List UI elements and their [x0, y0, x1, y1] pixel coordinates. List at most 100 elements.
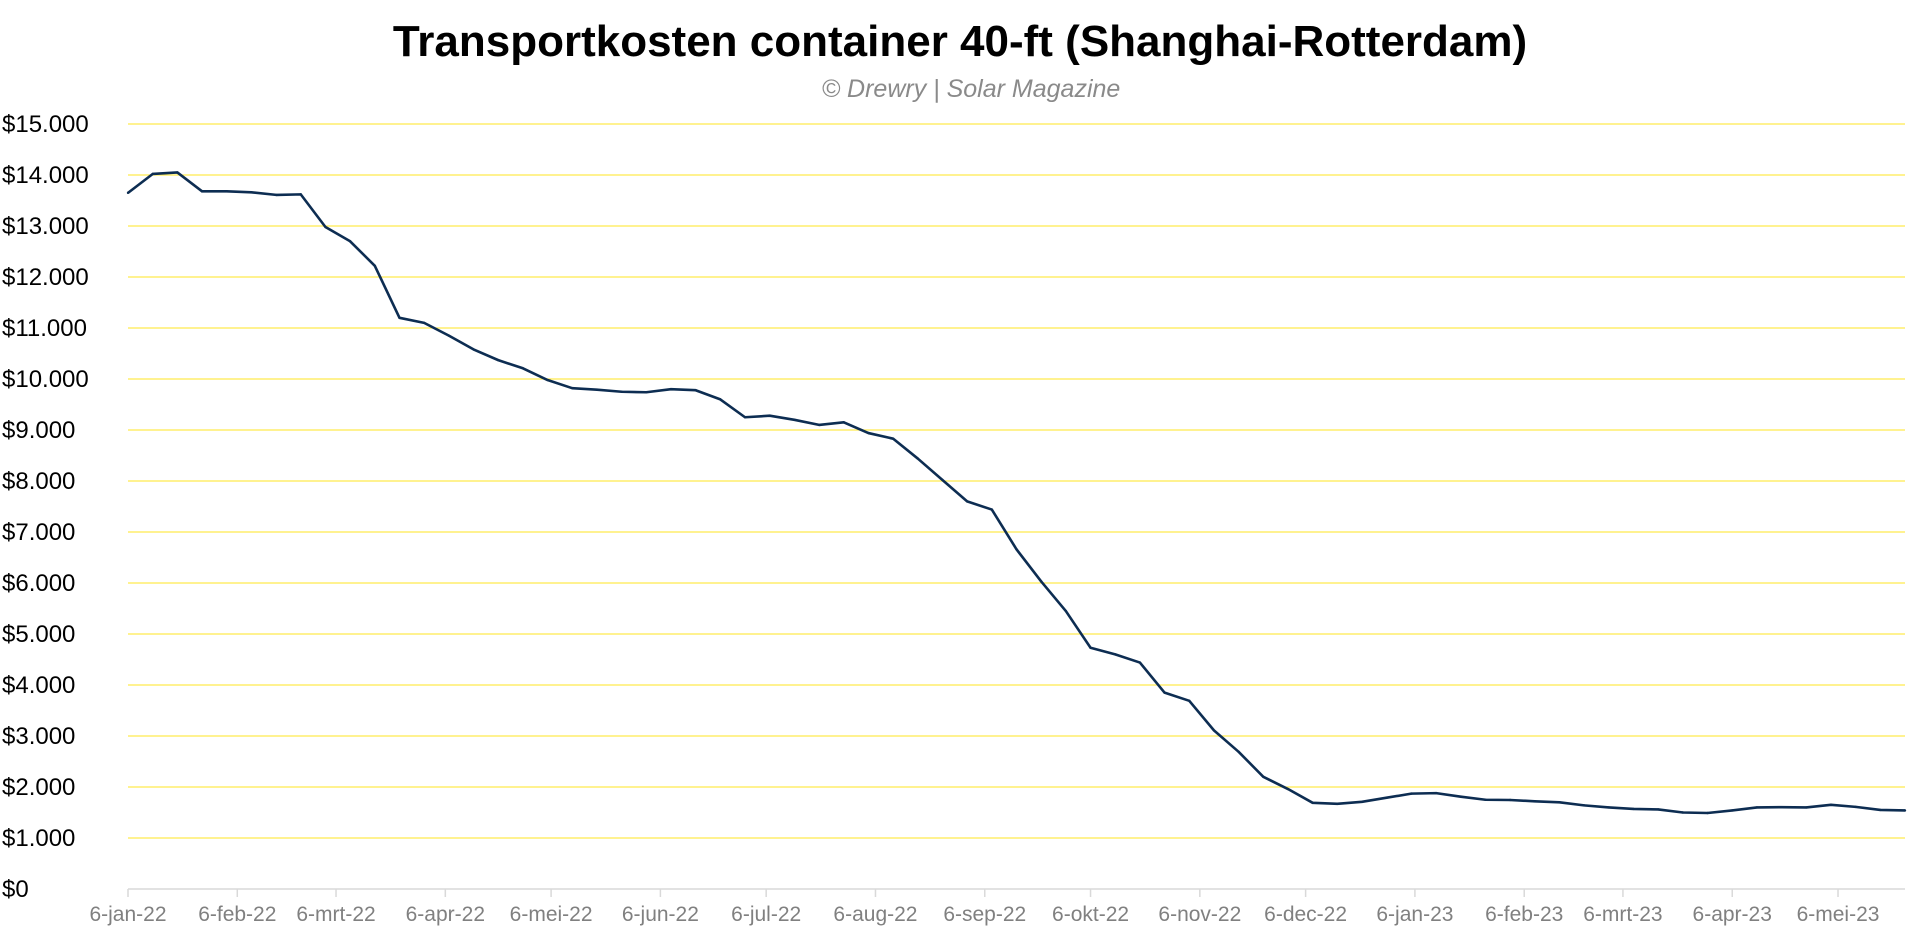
data-point [669, 388, 673, 391]
data-point [571, 386, 574, 390]
data-point [867, 431, 870, 435]
x-tick-label: 6-aug-22 [833, 903, 917, 926]
data-point [1780, 805, 1783, 809]
data-point [299, 193, 302, 196]
x-tick-label: 6-feb-22 [198, 903, 276, 926]
gridlines [128, 123, 1905, 839]
y-tick-label: $11.000 [2, 315, 87, 342]
x-tick-label: 6-dec-22 [1264, 903, 1347, 926]
x-tick-label: 6-mei-23 [1797, 903, 1880, 926]
data-point [1459, 795, 1462, 798]
data-point [1114, 653, 1117, 656]
y-tick-label: $0 [2, 876, 29, 903]
data-point [398, 316, 401, 319]
data-point [1064, 609, 1068, 613]
x-tick-label: 6-nov-22 [1158, 903, 1241, 926]
y-tick-label: $4.000 [2, 672, 75, 699]
data-point [916, 457, 919, 460]
data-point [1360, 800, 1364, 803]
data-point [1706, 811, 1709, 815]
data-point [1632, 807, 1635, 811]
data-point [620, 390, 623, 393]
data-point [1138, 661, 1142, 664]
data-point [348, 240, 352, 243]
data-point [324, 225, 327, 229]
data-point [1755, 806, 1759, 809]
data-point [941, 478, 944, 482]
series-line [127, 171, 1906, 815]
x-tick-label: 6-okt-22 [1052, 903, 1129, 926]
x-tick-label: 6-jun-22 [622, 903, 699, 926]
data-point [1188, 699, 1191, 703]
data-point [1508, 798, 1512, 802]
y-tick-label: $2.000 [2, 774, 75, 801]
data-point [225, 190, 228, 193]
data-point [1681, 811, 1685, 814]
x-tick-label: 6-apr-22 [406, 903, 485, 926]
data-point [990, 508, 994, 511]
data-point [200, 190, 204, 193]
data-point [719, 398, 722, 401]
data-point [1558, 801, 1561, 804]
y-tick-label: $15.000 [2, 111, 89, 138]
y-axis: $0 $1.000 $2.000 $3.000 $4.000 $5.000 $6.000 $7… [2, 111, 89, 903]
data-point [151, 172, 154, 176]
data-point [1262, 775, 1265, 778]
data-point [176, 171, 179, 174]
y-tick-label: $13.000 [2, 213, 89, 240]
x-tick-label: 6-apr-23 [1693, 903, 1772, 926]
data-point [126, 191, 130, 195]
data-point [1311, 801, 1314, 805]
y-tick-label: $3.000 [2, 723, 75, 750]
x-tick-label: 6-mei-22 [510, 903, 593, 926]
data-point [1434, 791, 1438, 795]
data-point [743, 416, 747, 419]
data-point [1385, 796, 1388, 799]
y-tick-label: $1.000 [2, 825, 75, 852]
data-point [472, 348, 475, 351]
data-point [274, 193, 278, 197]
data-point [1089, 646, 1092, 649]
data-point [1336, 802, 1339, 806]
data-point [1212, 729, 1216, 732]
data-point [1163, 691, 1166, 694]
data-point [373, 264, 377, 267]
y-tick-label: $8.000 [2, 468, 75, 495]
data-point [1854, 805, 1857, 809]
series-layer [126, 171, 1907, 815]
y-tick-label: $14.000 [2, 162, 89, 189]
x-tick-label: 6-feb-23 [1485, 903, 1563, 926]
x-axis: 6-jan-22 6-feb-22 6-mrt-22 6-apr-22 6-mei-22… [89, 888, 1905, 926]
data-point [817, 423, 821, 427]
data-point [1039, 580, 1043, 583]
data-point [1237, 750, 1240, 754]
data-point [842, 421, 845, 424]
data-point [645, 391, 648, 394]
data-point [1879, 808, 1882, 812]
data-point [1410, 792, 1413, 795]
x-tick-label: 6-sep-22 [943, 903, 1026, 926]
y-tick-label: $7.000 [2, 519, 75, 546]
data-point [447, 334, 451, 337]
data-point [891, 437, 895, 440]
data-point [1731, 809, 1734, 812]
data-point [546, 378, 549, 382]
data-point [793, 418, 796, 421]
chart-title: Transportkosten container 40-ft (Shangha… [393, 17, 1527, 66]
data-point [1805, 806, 1808, 809]
data-point [521, 367, 525, 370]
x-tick-label: 6-jan-23 [1376, 903, 1453, 926]
data-point [1607, 806, 1611, 809]
y-tick-label: $12.000 [2, 264, 89, 291]
x-tick-label: 6-jul-22 [731, 903, 801, 926]
data-point [1829, 803, 1833, 807]
data-point [250, 191, 253, 194]
data-point [768, 414, 771, 417]
data-point [694, 389, 697, 392]
data-point [497, 358, 500, 362]
data-point [1903, 809, 1907, 812]
x-tick-label: 6-mrt-23 [1583, 903, 1662, 926]
data-point [1533, 800, 1536, 803]
data-point [965, 500, 969, 503]
